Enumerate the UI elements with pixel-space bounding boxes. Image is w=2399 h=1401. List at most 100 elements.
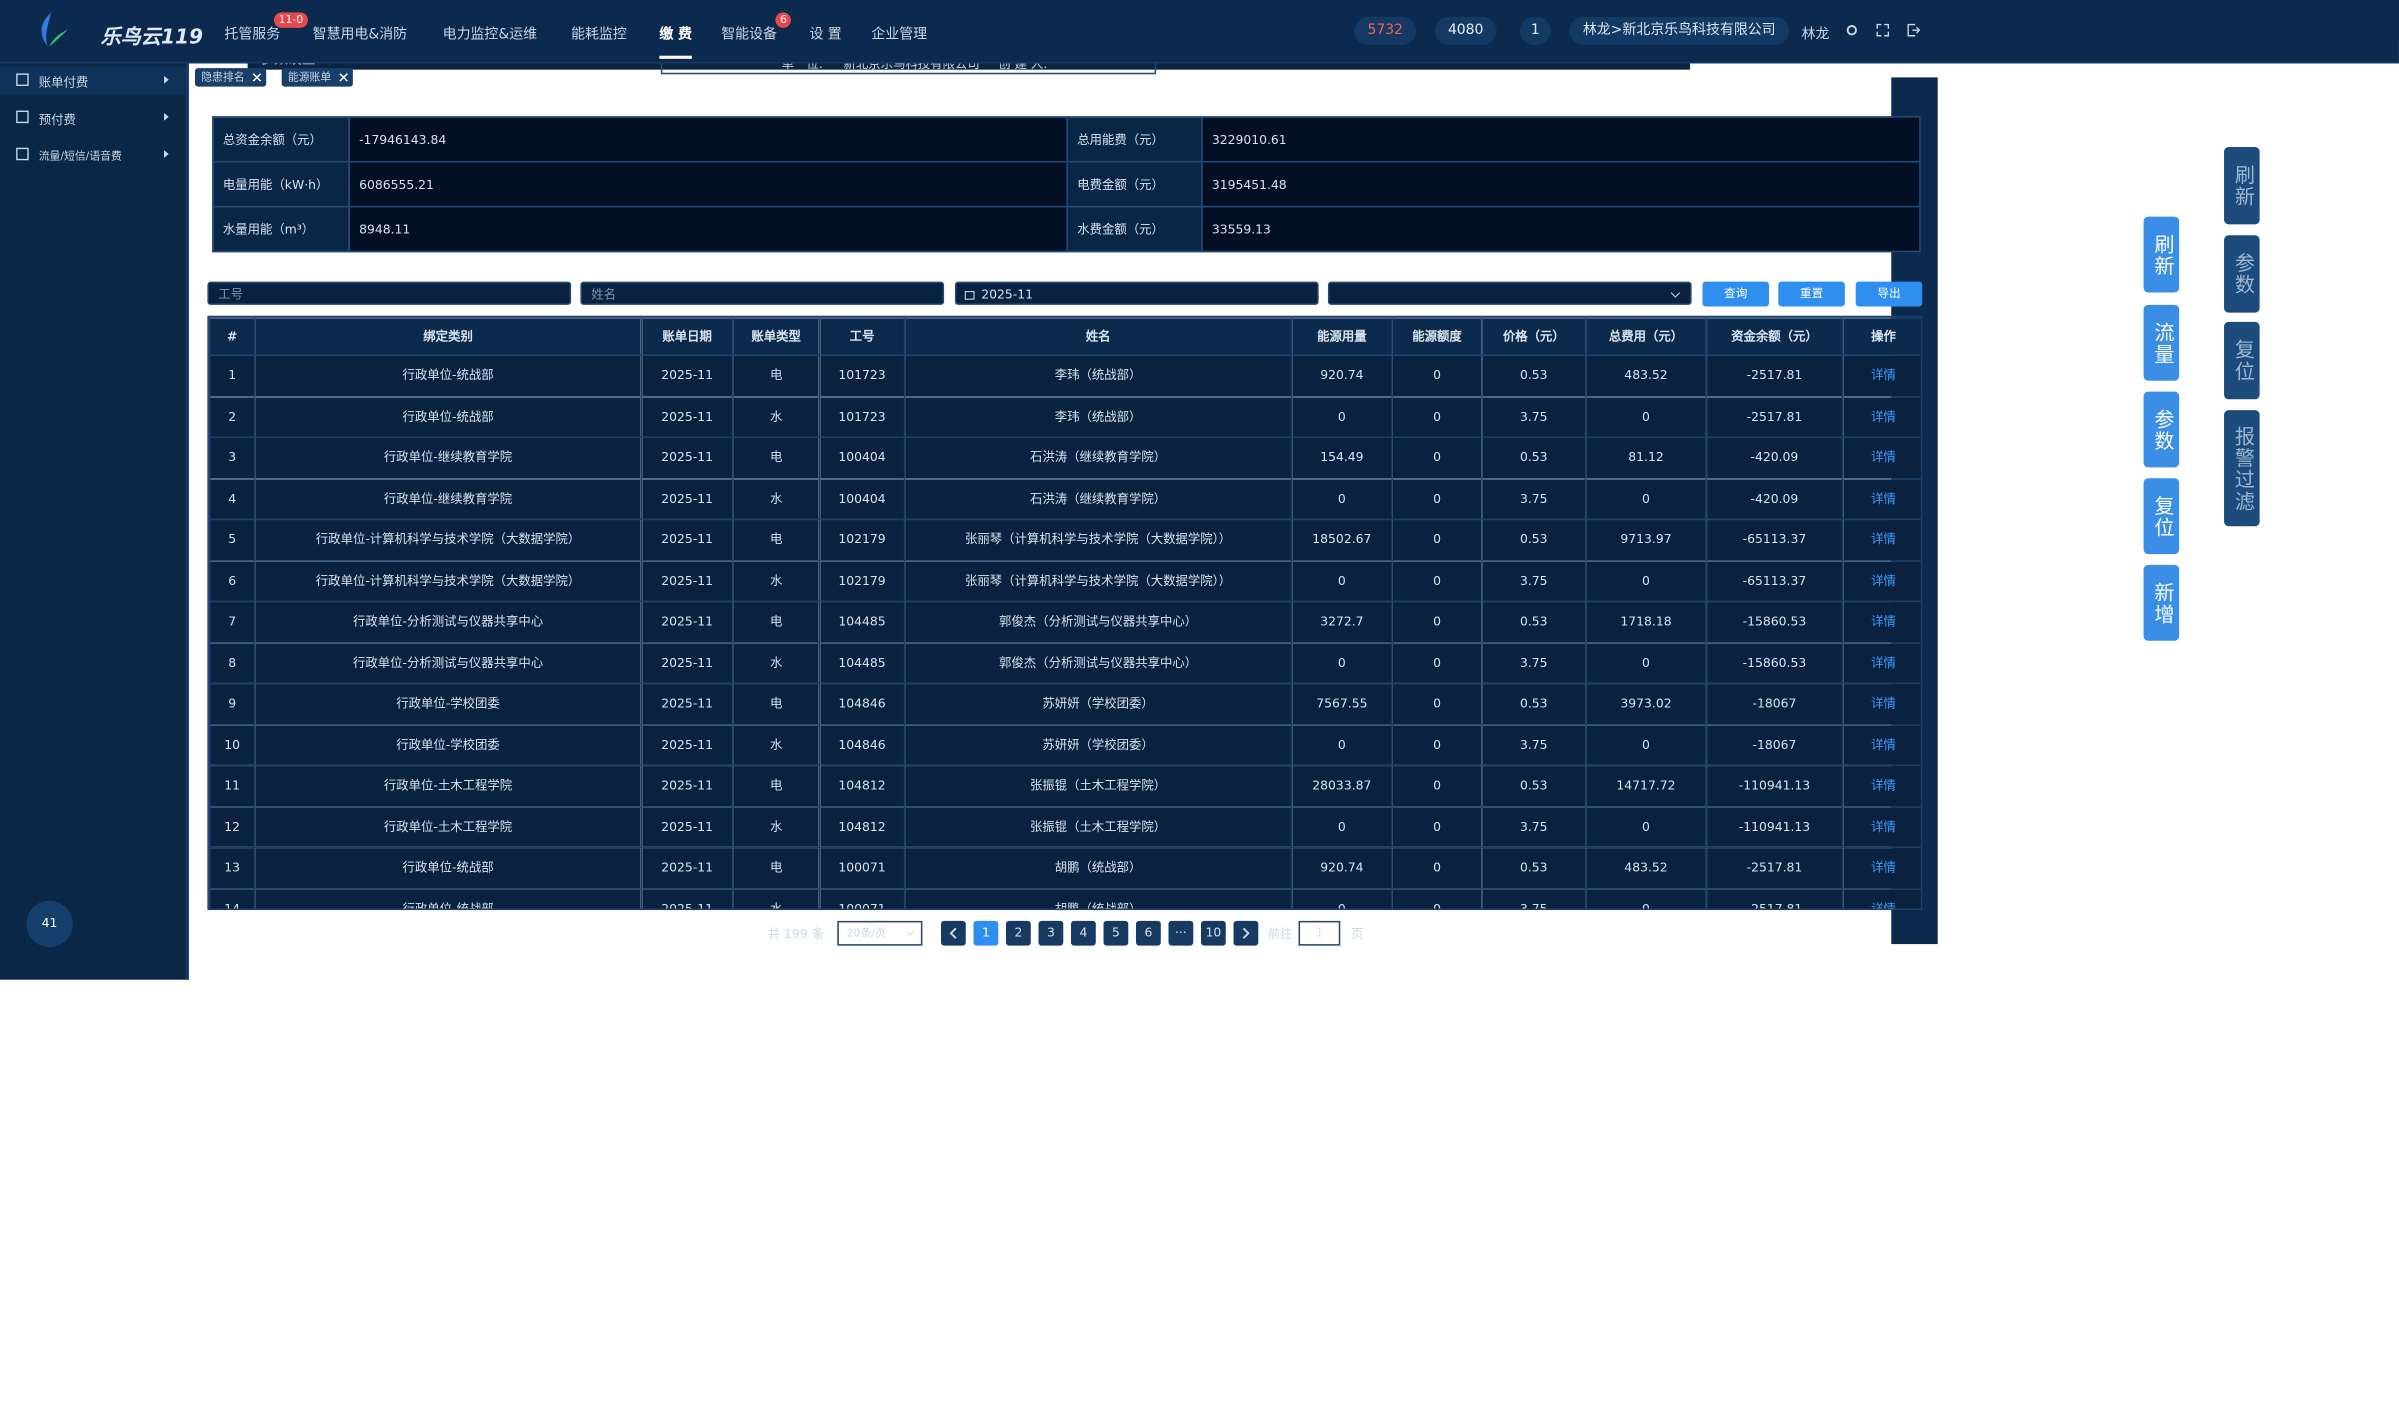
- cell: 0: [1391, 600, 1483, 644]
- detail-link[interactable]: 详情: [1841, 846, 1921, 890]
- cell: 0: [1391, 518, 1483, 562]
- cell: 水: [732, 641, 821, 685]
- nav-item[interactable]: 缴 费: [659, 23, 693, 59]
- side-button[interactable]: 流量: [2143, 304, 2180, 381]
- page-number[interactable]: 10: [1201, 920, 1226, 946]
- cell: 2025-11: [640, 477, 734, 521]
- side-button[interactable]: 参数: [2224, 235, 2260, 313]
- cell: 行政单位-统战部: [253, 887, 643, 909]
- summary-label: 总用能费（元）: [1066, 116, 1203, 163]
- cell: 2025-11: [640, 846, 734, 890]
- summary-row: 总资金余额（元） -17946143.84 总用能费（元） 3229010.61: [212, 116, 1921, 163]
- detail-link[interactable]: 详情: [1841, 641, 1921, 685]
- filter-button[interactable]: 重置: [1778, 281, 1845, 307]
- cell: 0: [1391, 846, 1483, 890]
- cell: 2025-11: [640, 354, 734, 397]
- cell: 3.75: [1481, 805, 1587, 849]
- detail-link[interactable]: 详情: [1841, 682, 1921, 726]
- side-button[interactable]: 新增: [2143, 564, 2180, 641]
- cell: 行政单位-继续教育学院: [253, 477, 643, 521]
- goto-unit: 页: [1351, 927, 1364, 942]
- page-number[interactable]: 4: [1071, 920, 1096, 946]
- table-row: 3 行政单位-继续教育学院 2025-11 电 100404 石洪涛（继续教育学院） 154…: [208, 436, 1921, 479]
- page-number[interactable]: 5: [1103, 920, 1129, 946]
- side-button[interactable]: 刷新: [2224, 147, 2260, 225]
- cell: 李玮（统战部）: [903, 395, 1293, 438]
- tag[interactable]: 隐患排名: [195, 68, 267, 87]
- cell: 1718.18: [1584, 600, 1708, 644]
- menu-item[interactable]: 账单付费: [38, 75, 89, 90]
- total-count: 共 199 条: [767, 927, 824, 942]
- goto-label: 前往: [1267, 927, 1293, 942]
- cell: 0: [1290, 559, 1393, 603]
- summary-value: 3195451.48: [1201, 160, 1921, 208]
- nav-item[interactable]: 电力监控&运维: [442, 27, 538, 44]
- table-row: 6 行政单位-计算机科学与技术学院（大数据学院） 2025-11 水 102179 张丽琴…: [208, 559, 1921, 603]
- counter[interactable]: 5732: [1354, 17, 1417, 45]
- side-button[interactable]: 复位: [2224, 321, 2260, 400]
- detail-link[interactable]: 详情: [1841, 764, 1921, 808]
- nav-item[interactable]: 能耗监控: [571, 27, 627, 44]
- detail-link[interactable]: 详情: [1841, 805, 1921, 849]
- detail-link[interactable]: 详情: [1841, 354, 1921, 397]
- detail-link[interactable]: 详情: [1841, 477, 1921, 521]
- cell: 苏妍妍（学校团委）: [903, 682, 1293, 726]
- cell: 9713.97: [1584, 518, 1708, 562]
- menu-icon: [16, 147, 29, 161]
- cell: 154.49: [1290, 436, 1393, 479]
- page-number[interactable]: 2: [1006, 920, 1031, 946]
- select[interactable]: [1327, 281, 1692, 305]
- user-name[interactable]: 林龙: [1801, 27, 1830, 44]
- table-row: 13 行政单位-统战部 2025-11 电 100071 胡鹏（统战部） 920.74 0 0.…: [208, 846, 1921, 890]
- page-size[interactable]: 20条/页: [837, 920, 923, 946]
- detail-link[interactable]: 详情: [1841, 395, 1921, 438]
- goto-input[interactable]: 1: [1298, 920, 1341, 946]
- side-button[interactable]: 参数: [2143, 391, 2180, 468]
- nav-item[interactable]: 设 置: [809, 27, 842, 44]
- company-selector[interactable]: 林龙>新北京乐鸟科技有限公司: [1569, 17, 1790, 45]
- side-button[interactable]: 复位: [2143, 478, 2180, 555]
- page-number[interactable]: ···: [1168, 920, 1194, 946]
- nav-item[interactable]: 托管服务: [224, 27, 281, 44]
- menu-item[interactable]: 预付费: [38, 112, 76, 127]
- cell: 3272.7: [1290, 600, 1393, 644]
- filter-input[interactable]: 姓名: [580, 281, 945, 305]
- filter-button[interactable]: 导出: [1855, 281, 1923, 307]
- detail-link[interactable]: 详情: [1841, 723, 1921, 767]
- detail-link[interactable]: 详情: [1841, 600, 1921, 644]
- column-header: 操作: [1841, 317, 1921, 356]
- page-number[interactable]: 1: [973, 920, 999, 946]
- menu-item[interactable]: 流量/短信/语音费: [38, 150, 122, 163]
- filter-input[interactable]: 工号: [207, 281, 572, 305]
- cell: 水: [732, 723, 821, 767]
- summary-label: 电量用能（kW·h）: [212, 160, 350, 208]
- cell: 0: [1584, 805, 1708, 849]
- detail-link[interactable]: 详情: [1841, 887, 1921, 909]
- nav-badge: 6: [775, 12, 792, 28]
- cell: 行政单位-学校团委: [253, 682, 643, 726]
- side-button[interactable]: 刷新: [2143, 216, 2180, 293]
- nav-item[interactable]: 智慧用电&消防: [312, 27, 408, 44]
- column-header: 资金余额（元）: [1705, 317, 1844, 356]
- page-number[interactable]: 6: [1136, 920, 1161, 946]
- cell: 电: [732, 764, 821, 808]
- month-picker[interactable]: 2025-11: [954, 281, 1319, 305]
- cell: 4: [208, 477, 256, 521]
- side-button[interactable]: 报警过滤: [2224, 410, 2260, 527]
- cell: 行政单位-计算机科学与技术学院（大数据学院）: [253, 559, 643, 603]
- header: [0, 0, 2399, 64]
- filter-button[interactable]: 查询: [1702, 281, 1770, 307]
- cell: 81.12: [1584, 436, 1708, 479]
- nav-item[interactable]: 企业管理: [871, 27, 928, 44]
- notice-badge[interactable]: 41: [26, 900, 73, 948]
- counter[interactable]: 4080: [1434, 17, 1497, 45]
- nav-item[interactable]: 智能设备: [721, 27, 777, 44]
- detail-link[interactable]: 详情: [1841, 436, 1921, 479]
- page-number[interactable]: 3: [1038, 920, 1064, 946]
- cell: 12: [208, 805, 256, 849]
- tag[interactable]: 能源账单: [281, 68, 353, 87]
- detail-link[interactable]: 详情: [1841, 518, 1921, 562]
- detail-link[interactable]: 详情: [1841, 559, 1921, 603]
- counter[interactable]: 1: [1519, 17, 1551, 45]
- cell: 5: [208, 518, 256, 562]
